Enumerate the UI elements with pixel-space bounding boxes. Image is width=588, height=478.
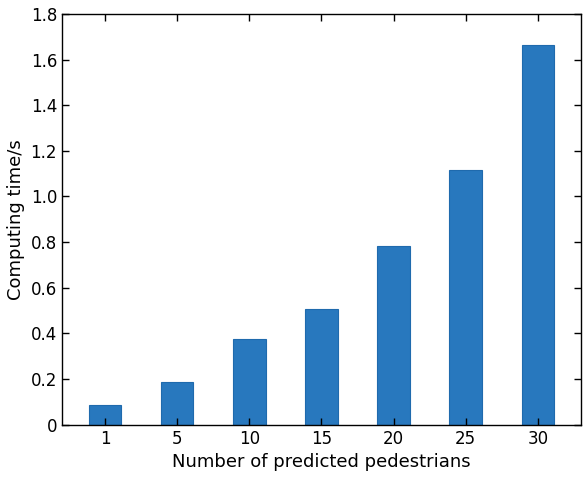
Bar [233, 339, 266, 424]
Bar [522, 45, 554, 424]
Bar [305, 309, 338, 424]
Y-axis label: Computing time/s: Computing time/s [7, 139, 25, 300]
X-axis label: Number of predicted pedestrians: Number of predicted pedestrians [172, 453, 471, 471]
Bar [449, 170, 482, 424]
Bar [89, 405, 121, 424]
Bar [377, 246, 410, 424]
Bar [161, 382, 193, 424]
